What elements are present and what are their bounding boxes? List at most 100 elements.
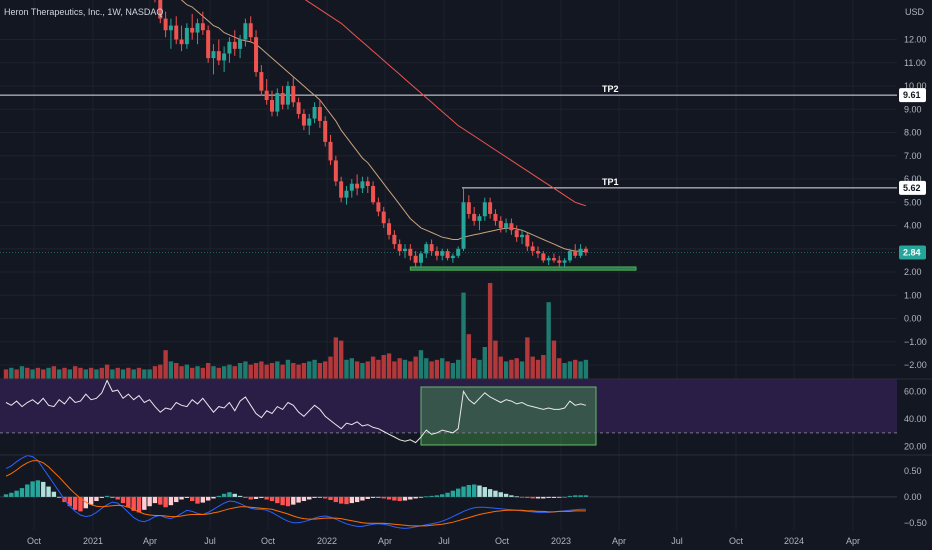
macd-histogram-bar [503,493,509,497]
candle-body [504,223,509,228]
candle-body [301,113,306,126]
volume-bar [498,356,503,379]
rsi-tick-label: 20.00 [904,442,927,452]
macd-histogram-bar [19,488,25,497]
macd-histogram-bar [115,496,120,500]
volume-bar [46,367,51,379]
rsi-line [5,379,587,444]
macd-histogram-bar [349,496,354,504]
macd-histogram-bar [573,495,578,497]
rsi-tick-label: 40.00 [904,414,927,424]
volume-bar [519,361,525,379]
time-axis-label: Jul [671,536,683,546]
volume-bar [434,359,440,379]
macd-histogram-bar [110,496,115,498]
volume-bar [365,361,370,379]
candle-body [583,248,588,253]
macd-histogram-bar [291,496,296,505]
macd-histogram-bar [434,495,440,497]
candle-body [163,18,168,31]
volume-bar [333,337,339,379]
price-tick-label: 0.00 [904,314,922,324]
volume-bar [275,361,280,379]
target-levels[interactable]: TP2 TP1 [0,84,897,189]
macd-histogram-bar [147,496,152,507]
macd-histogram-bar [259,496,264,498]
macd-histogram-bar [14,490,19,497]
candle-body [562,260,567,263]
macd-axis[interactable]: 0.50 0.00 −0.50 [904,466,927,528]
candle-body [184,27,189,45]
candle-body [190,27,195,33]
candle-body [360,181,365,189]
macd-histogram-bar [237,495,243,497]
macd-histogram-bar [429,495,434,497]
candle-body [445,251,450,259]
candle-body [317,106,322,121]
candle-body [482,202,487,217]
volume-bar [487,283,493,379]
macd-histogram-bar [509,495,514,497]
rsi-axis[interactable]: 60.00 40.00 20.00 [904,386,927,451]
volume-bar [179,366,184,379]
candle-body [413,255,418,263]
volume-bar [557,358,562,379]
volume-bar [546,302,551,379]
chart-grid [0,0,897,530]
macd-histogram-bar [51,491,57,497]
volume-bars [3,283,589,379]
volume-bar [551,340,557,379]
volume-bar [174,363,179,379]
macd-histogram-bar [30,481,35,497]
candle-body [434,251,439,256]
macd-histogram-bar [152,496,158,504]
volume-bar [221,366,227,379]
candle-body [498,220,503,228]
macd-histogram-bar [445,492,450,497]
macd-histogram-bar [525,496,530,498]
volume-bar [493,340,498,379]
volume-bar [296,364,301,379]
price-badge-label: 2.84 [903,248,921,258]
volume-bar [386,353,392,379]
volume-bar [62,367,67,379]
macd-histogram-bar [136,496,142,513]
rsi-highlight-box[interactable] [420,386,597,446]
macd-histogram-bar [317,496,323,498]
macd-histogram-bar [466,485,472,497]
time-axis-label: Oct [495,536,510,546]
candle-body [168,25,173,31]
macd-histogram-bar [57,496,62,498]
macd-histogram-bar [253,496,259,499]
price-badge [899,180,926,195]
macd-histogram-bar [365,496,370,499]
macd-histogram-bar [184,496,190,498]
rsi-band [0,379,897,433]
volume-bar [323,361,328,379]
volume-bar [248,364,253,379]
macd-histogram-bar [402,496,408,501]
macd-histogram-bar [519,496,525,498]
volume-bar [413,356,418,379]
macd-histogram-bar [376,496,381,498]
time-axis[interactable]: Oct 2021 Apr Jul Oct 2022 Apr Jul Oct 2023 Apr Jul O… [27,536,860,546]
macd-histogram-bar [211,496,216,499]
macd-histogram-bar [386,496,392,500]
volume-bar [147,369,152,379]
volume-bar [104,364,110,379]
volume-bar [338,340,344,379]
candle-body [291,86,296,103]
candle-body [238,39,243,49]
candle-body [200,23,205,31]
macd-histogram-bar [168,496,174,506]
volume-bar [514,358,519,379]
macd-histogram-bar [216,495,221,497]
macd-histogram-bar [158,496,163,505]
candle-body [349,183,354,191]
candle-body [546,258,551,261]
support-zone[interactable] [409,266,637,271]
macd-histogram-bar [275,496,280,504]
volume-bar [83,369,88,379]
macd-histogram-bar [477,485,482,497]
